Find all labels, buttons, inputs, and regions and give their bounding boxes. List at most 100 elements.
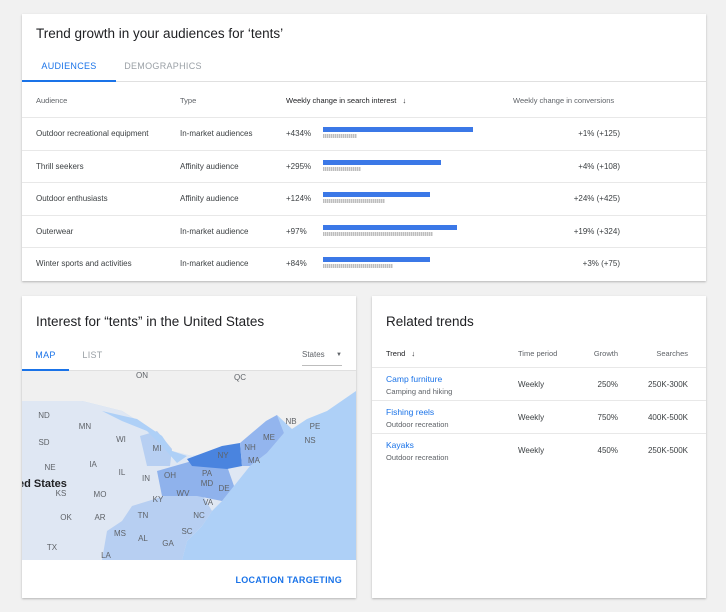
great-lakes [102,411,187,463]
conversion-change: +3% (+75) [582,259,620,269]
trend-link[interactable]: Kayaks [386,440,414,450]
trend-category: Outdoor recreation [386,420,449,429]
trend-link[interactable]: Fishing reels [386,407,435,417]
region-label: TX [47,543,58,552]
region-label: NC [193,511,205,520]
growth: 750% [597,413,618,422]
search-interest-bar [323,127,474,132]
region-label: OK [60,513,72,522]
region-label: NB [285,417,296,426]
region-label: MS [114,529,126,538]
dropdown-value: States [302,350,325,359]
region-label: WV [177,489,191,498]
tab-audiences[interactable]: AUDIENCES [22,55,116,82]
region-newengland [240,415,284,466]
region-label: NH [244,443,256,452]
searches: 250K-500K [647,446,688,455]
country-label: ed States [22,478,67,490]
region-label: MI [153,444,162,453]
col-growth[interactable]: Growth [593,349,618,358]
trend-row: Kayaks Outdoor recreation Weekly 450% 25… [372,433,706,466]
time-period: Weekly [518,446,545,455]
col-searches[interactable]: Searches [656,349,688,358]
search-interest-bar [323,192,431,198]
tab-bar: AUDIENCES DEMOGRAPHICS [22,55,706,82]
table-row[interactable]: Outdoor recreational equipment In-market… [22,117,706,149]
card-title: Trend growth in your audiences for ‘tent… [36,26,284,41]
location-targeting-button[interactable]: LOCATION TARGETING [235,575,342,585]
tab-demographics[interactable]: DEMOGRAPHICS [124,61,202,71]
region-label: MD [201,479,214,488]
search-interest-bar [323,257,431,263]
col-trend[interactable]: Trend ↓ [386,349,415,358]
region-label: IN [142,474,150,483]
region-label: VA [203,498,214,507]
baseline-bar [323,166,362,171]
region-label: AR [94,513,105,522]
audience-type: In-market audience [180,259,249,269]
region-label: IA [89,460,97,469]
time-period: Weekly [518,413,545,422]
table-row[interactable]: Outdoor enthusiasts Affinity audience +1… [22,182,706,214]
audience-name: Outdoor enthusiasts [36,194,108,204]
audience-type: In-market audiences [180,129,253,138]
related-trends-card: Related trends Trend ↓ Time period Growt… [372,296,706,598]
trend-category: Camping and hiking [386,387,453,396]
col-audience[interactable]: Audience [36,96,68,105]
region-label: WI [116,435,126,444]
region-label: MA [248,456,261,465]
trend-link[interactable]: Camp furniture [386,374,443,384]
table-row[interactable]: Winter sports and activities In-market a… [22,247,706,279]
tab-list[interactable]: LIST [82,350,103,360]
col-conversions[interactable]: Weekly change in conversions [513,96,615,105]
region-medium [102,486,212,560]
col-search-interest[interactable]: Weekly change in search interest ↓ [286,96,406,105]
col-type[interactable]: Type [180,96,197,105]
tab-map[interactable]: MAP [22,344,69,371]
audience-name: Outdoor recreational equipment [36,129,149,138]
interest-map-card: Interest for “tents” in the United State… [22,296,356,598]
search-change: +84% [286,259,307,269]
table-row[interactable]: Thrill seekers Affinity audience +295% +… [22,149,706,182]
region-label: ND [38,411,50,420]
region-label: SC [181,527,192,536]
region-label: NS [304,436,315,445]
region-label: MN [79,422,92,431]
baseline-bar [323,231,434,236]
growth: 450% [597,446,618,455]
baseline-bar [323,199,386,204]
tab-bar: MAP LIST States ▼ [22,344,356,371]
col-label: Weekly change in search interest [286,96,397,105]
sort-down-icon: ↓ [402,96,407,105]
trend-row: Camp furniture Camping and hiking Weekly… [372,367,706,400]
col-time-period[interactable]: Time period [518,349,558,358]
conversion-change: +24% (+425) [573,194,620,204]
region-label: KS [56,489,67,498]
conversion-change: +4% (+108) [578,161,620,171]
region-label: TN [138,511,149,520]
canada-region [22,371,356,456]
states-dropdown[interactable]: States ▼ [302,344,342,366]
region-label: LA [101,551,111,560]
time-period: Weekly [518,380,545,389]
searches: 250K-300K [647,380,688,389]
region-label: IL [119,468,126,477]
search-change: +295% [286,161,312,171]
search-interest-bar [323,159,442,165]
region-label: NE [44,463,55,472]
region-label: AL [138,534,148,543]
card-title: Related trends [386,314,474,329]
table-row[interactable]: Outerwear In-market audience +97% +19% (… [22,214,706,247]
audience-name: Thrill seekers [36,161,84,171]
caret-down-icon: ▼ [336,352,342,358]
region-label: ON [136,371,148,380]
search-change: +124% [286,194,312,204]
region-label: GA [162,539,174,548]
col-label: Trend [386,349,406,358]
sort-down-icon: ↓ [411,349,416,358]
region-label: SD [38,438,49,447]
region-midatlantic [157,461,234,501]
audience-type: Affinity audience [180,161,239,171]
search-change: +434% [286,129,312,138]
